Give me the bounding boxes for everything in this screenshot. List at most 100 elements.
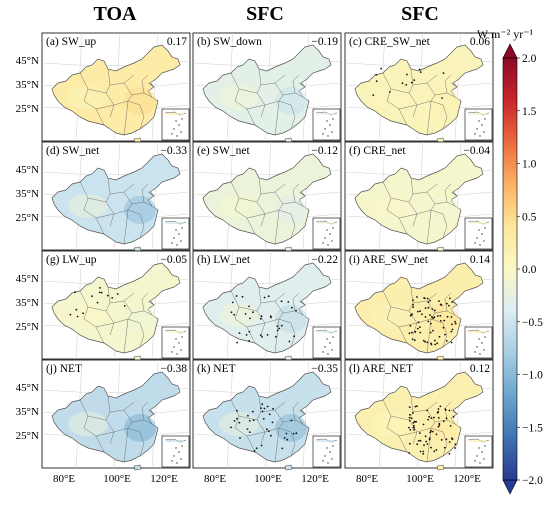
panel-4: (d) SW_net −0.33 45°N 35°N 25°N: [16, 141, 191, 253]
province-border: [292, 183, 300, 203]
colorbar-tick-label: −1.0: [522, 370, 543, 382]
province-border: [450, 191, 458, 197]
colorbar-tick-label: −2.0: [522, 475, 543, 487]
province-border: [141, 292, 149, 312]
china-map: [202, 262, 332, 362]
south-china-sea-inset: [161, 435, 190, 468]
region-shade-east: [427, 414, 459, 442]
province-border: [398, 104, 418, 110]
latitude-label: 45°N: [16, 382, 39, 394]
province-border: [442, 322, 448, 348]
panel-mean-trend: 0.12: [470, 363, 490, 375]
panel-2: (b) SW_down −0.19: [192, 32, 342, 144]
province-border: [298, 82, 306, 88]
province-border: [290, 431, 296, 457]
province-border: [274, 209, 280, 245]
panel-label: (a) SW_up: [46, 36, 96, 48]
province-border: [123, 209, 129, 245]
province-border: [444, 401, 452, 421]
province-border: [450, 409, 458, 415]
significance-stipple: [408, 296, 457, 346]
south-china-sea-inset: [464, 108, 493, 141]
colorbar-max-arrow: [502, 43, 518, 59]
province-border: [442, 104, 448, 130]
province-border: [141, 401, 149, 421]
province-border: [246, 431, 266, 437]
south-china-sea-inset: [312, 108, 341, 141]
china-map: [354, 44, 484, 144]
south-china-sea-inset: [464, 435, 493, 468]
province-border: [444, 183, 452, 203]
significance-stipple: [69, 287, 126, 318]
region-shade-east: [427, 196, 459, 224]
longitude-label: 100°E: [103, 473, 131, 485]
south-china-sea-inset: [464, 326, 493, 359]
province-border: [87, 286, 111, 312]
panel-mean-trend: −0.19: [311, 36, 338, 48]
province-border: [95, 322, 115, 328]
colorbar-tick-label: −0.5: [522, 317, 543, 329]
colorbar-tick-label: 2.0: [522, 53, 537, 65]
colorbar-unit: W m⁻² yr⁻¹: [477, 27, 534, 41]
province-border: [147, 300, 155, 306]
province-border: [426, 318, 432, 354]
south-china-sea-inset: [464, 217, 493, 250]
colorbar: W m⁻² yr⁻¹ 2.0 1.5 1.0 0.5 0.0 −0.5 −1.0 −1.5 −2…: [477, 27, 543, 495]
province-border: [139, 431, 145, 457]
province-border: [290, 213, 296, 239]
latitude-label: 35°N: [16, 79, 39, 91]
latitude-label: 45°N: [16, 55, 39, 67]
latitude-label: 35°N: [16, 297, 39, 309]
panel-mean-trend: −0.33: [160, 145, 187, 157]
province-border: [442, 431, 448, 457]
province-border: [123, 318, 129, 354]
panel-9: (i) ARE_SW_net 0.14: [344, 250, 494, 362]
province-border: [398, 213, 418, 219]
column-title-sfc-right: SFC: [401, 3, 439, 25]
province-border: [426, 100, 432, 136]
panel-label: (l) ARE_NET: [349, 363, 413, 375]
longitude-label: 80°E: [356, 473, 378, 485]
province-border: [444, 292, 452, 312]
province-border: [139, 322, 145, 348]
south-china-sea-inset: [312, 326, 341, 359]
latitude-label: 45°N: [16, 164, 39, 176]
province-border: [87, 395, 111, 421]
china-map: [51, 44, 181, 144]
panel-label: (e) SW_net: [197, 145, 250, 157]
province-border: [274, 318, 280, 354]
province-border: [292, 401, 300, 421]
hainan-island: [133, 464, 142, 471]
column-title-sfc-middle: SFC: [246, 3, 284, 25]
region-shade-east: [275, 305, 307, 333]
hainan-island: [284, 464, 293, 471]
province-border: [147, 191, 155, 197]
china-map: [202, 371, 332, 471]
province-border: [398, 322, 418, 328]
panel-mean-trend: −0.12: [311, 145, 338, 157]
region-shade-east: [275, 87, 307, 115]
panel-mean-trend: −0.04: [463, 145, 490, 157]
south-china-sea-inset: [312, 217, 341, 250]
province-border: [95, 104, 115, 110]
region-shade-east: [124, 305, 156, 333]
panel-label: (c) CRE_SW_net: [349, 36, 431, 48]
latitude-label: 45°N: [16, 273, 39, 285]
region-shade-east: [427, 87, 459, 115]
south-china-sea-inset: [161, 108, 190, 141]
colorbar-tick-label: 1.0: [522, 159, 537, 171]
province-border: [398, 431, 418, 437]
column-title-toa: TOA: [94, 3, 138, 25]
latitude-label: 25°N: [16, 321, 39, 333]
latitude-label: 35°N: [16, 188, 39, 200]
longitude-label: 100°E: [254, 473, 282, 485]
province-border: [274, 427, 280, 463]
panel-6: (f) CRE_net −0.04: [344, 141, 494, 253]
province-border: [246, 104, 266, 110]
panel-label: (g) LW_up: [46, 254, 97, 266]
panel-mean-trend: −0.35: [311, 363, 338, 375]
latitude-label: 35°N: [16, 406, 39, 418]
region-shade-east: [124, 414, 156, 442]
province-border: [298, 300, 306, 306]
panel-7: (g) LW_up −0.05 45°N 35°N 25°N: [16, 250, 191, 362]
